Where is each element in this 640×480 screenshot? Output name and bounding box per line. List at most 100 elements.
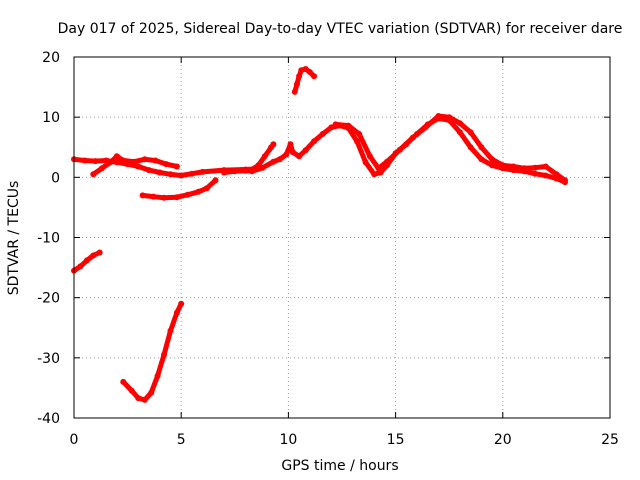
data-point: [152, 157, 159, 164]
data-point: [128, 387, 135, 394]
data-point: [161, 351, 167, 358]
data-point: [319, 131, 326, 137]
data-point: [446, 114, 453, 121]
data-point: [296, 153, 303, 160]
x-tick-label: 10: [279, 432, 297, 448]
data-point: [499, 162, 506, 169]
data-point: [371, 171, 378, 178]
chart-title: Day 017 of 2025, Sidereal Day-to-day VTE…: [58, 21, 623, 37]
data-point: [173, 309, 180, 316]
data-point: [167, 171, 174, 178]
y-tick-label: -30: [37, 351, 60, 367]
data-point: [148, 389, 155, 396]
data-point: [261, 153, 268, 160]
series-line: [90, 153, 180, 177]
data-point: [146, 167, 152, 174]
data-point: [139, 192, 146, 199]
data-point: [120, 157, 127, 164]
series-s2: [71, 156, 262, 179]
y-tick-label: 10: [42, 110, 60, 126]
data-point: [249, 168, 255, 175]
data-point: [354, 138, 360, 145]
data-point: [195, 188, 202, 195]
data-point: [532, 164, 538, 171]
data-point: [396, 146, 403, 153]
data-point: [291, 88, 298, 95]
data-point: [296, 73, 303, 80]
data-point: [77, 263, 84, 270]
data-point: [345, 122, 352, 129]
data-point: [173, 163, 180, 170]
y-tick-label: 20: [42, 50, 60, 66]
data-point: [542, 163, 549, 170]
x-axis-label: GPS time / hours: [281, 458, 398, 474]
data-point: [161, 194, 167, 201]
data-point: [270, 141, 277, 148]
data-point: [287, 141, 294, 148]
data-point: [302, 66, 309, 72]
series-s9: [291, 66, 318, 95]
data-point: [328, 124, 335, 131]
data-point: [238, 167, 245, 174]
data-point: [510, 163, 517, 170]
data-point: [478, 156, 485, 163]
y-tick-label: 0: [51, 170, 60, 186]
series-s3: [90, 153, 180, 178]
data-point: [467, 144, 474, 151]
data-point: [356, 131, 363, 137]
data-point: [203, 185, 210, 192]
data-point: [311, 73, 318, 80]
y-axis-label: SDTVAR / TECUs: [6, 181, 22, 296]
series-s1: [71, 249, 103, 274]
data-point: [96, 249, 103, 256]
data-point: [90, 252, 97, 259]
data-point: [90, 171, 97, 178]
x-tick-label: 25: [601, 432, 619, 448]
data-point: [131, 158, 137, 165]
series-s7: [238, 115, 568, 186]
series-s5: [139, 177, 219, 201]
series-s8: [332, 113, 568, 184]
data-point: [83, 257, 90, 264]
x-tick-label: 5: [177, 432, 186, 448]
data-point: [141, 396, 148, 403]
data-point: [178, 300, 185, 307]
x-tick-label: 20: [494, 432, 512, 448]
data-point: [489, 156, 496, 163]
data-point: [456, 129, 463, 136]
data-point: [542, 172, 549, 179]
data-point: [294, 81, 300, 88]
data-point: [532, 170, 538, 177]
axis-ticks: 0 5 10 15 20 25 -40 -30 -20 -10 0 10 20: [37, 50, 619, 448]
data-point: [178, 172, 185, 179]
series-s4: [120, 300, 185, 403]
data-point: [156, 169, 163, 176]
data-point: [221, 169, 228, 176]
data-point: [92, 158, 99, 165]
series-line: [333, 113, 568, 183]
series-line: [71, 156, 261, 178]
data-point: [521, 165, 528, 172]
data-point: [81, 157, 88, 164]
data-point: [562, 177, 568, 184]
data-point: [489, 162, 496, 169]
data-points: [71, 66, 568, 403]
data-point: [435, 113, 442, 119]
data-point: [467, 129, 474, 136]
y-tick-label: -20: [37, 291, 60, 307]
grid-lines: [74, 57, 610, 418]
data-point: [113, 153, 120, 160]
data-point: [173, 194, 180, 201]
data-point: [188, 170, 195, 177]
data-point: [332, 121, 339, 128]
data-point: [231, 168, 238, 175]
data-point: [259, 164, 266, 171]
data-point: [270, 158, 277, 165]
data-point: [422, 124, 429, 131]
data-point: [135, 395, 142, 402]
data-point: [150, 193, 157, 200]
data-point: [163, 161, 170, 168]
data-point: [135, 163, 142, 170]
data-point: [212, 177, 219, 184]
y-tick-label: -10: [37, 231, 60, 247]
